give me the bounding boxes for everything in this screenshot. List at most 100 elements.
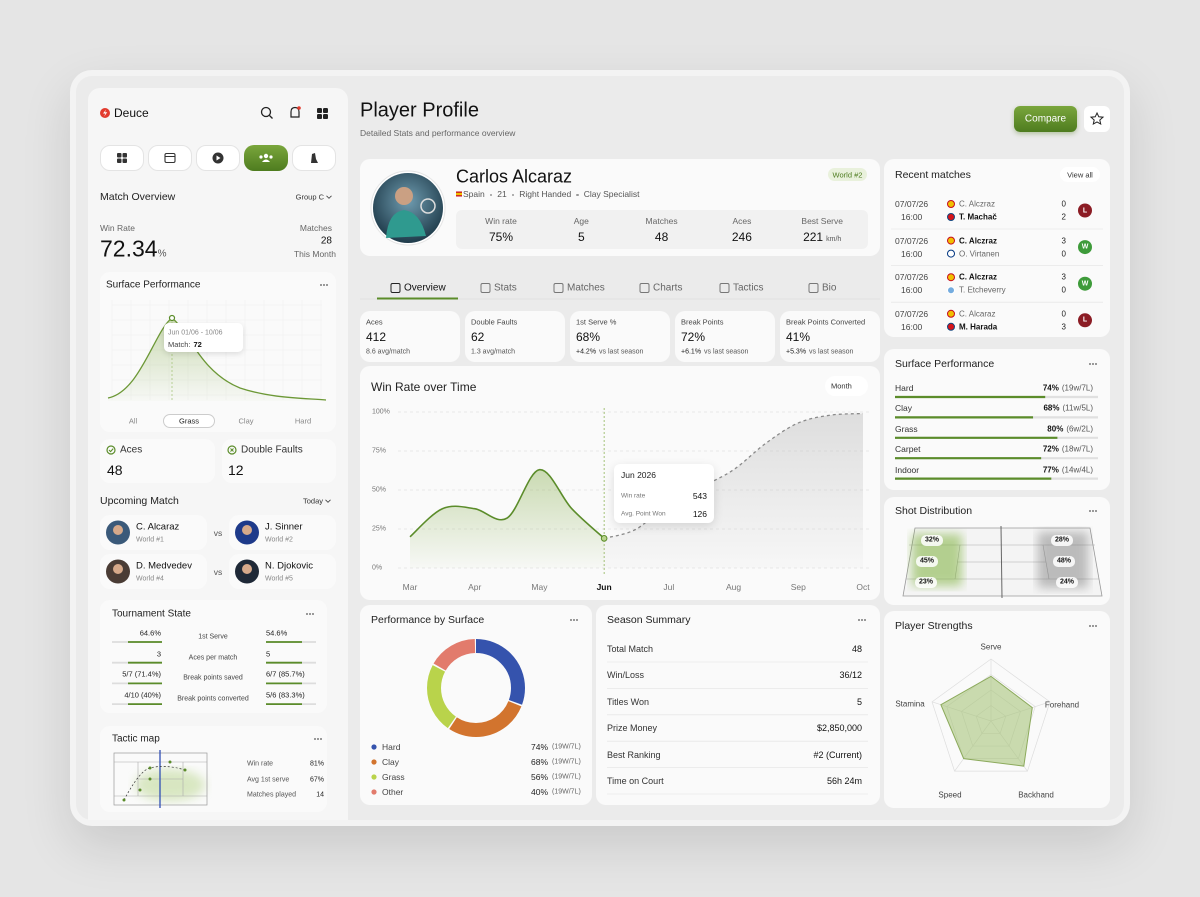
stat-label: Aces per match [188,654,238,662]
season-label: Time on Court [607,776,664,786]
tab-pill[interactable] [163,414,215,428]
tab[interactable]: Charts [653,282,683,294]
season-label: Titles Won [607,696,650,707]
surface-value: 68% [1043,403,1060,413]
radar-label: Forehand [1044,700,1080,710]
match-time: 16:00 [901,321,923,332]
player-meta: Spain 21 Right Handed Clay Specialist [463,189,639,199]
tab[interactable]: Matches [567,282,605,294]
match-time: 16:00 [901,248,923,259]
nav-button[interactable] [292,145,336,171]
season-value: #2 (Current) [813,749,862,760]
radar-label: Serve [980,642,1002,652]
kpi-footer: +4.2% vs last season [576,349,643,356]
stat-label: Matches [645,216,678,226]
match-date: 07/07/26 [895,308,929,319]
radar-label: Backhand [1018,790,1054,800]
filter-button: Group C [295,192,324,202]
surface-stat: 68% (11w/5L) [1043,404,1093,413]
kpi-footer: +5.3% vs last season [786,349,853,356]
x-tick-label: Aug [726,582,742,592]
player-name: O. Virtanen [959,249,1000,259]
player-name: C. Alczraz [959,236,997,246]
player-rank: World #1 [136,536,164,544]
kpi-card [675,311,775,362]
rank-badge [828,168,867,181]
tooltip-value: 126 [692,509,707,519]
stat-right: 5 [266,649,271,659]
legend-label: Other [382,787,404,797]
section-title: Upcoming Match [100,495,179,507]
y-tick-label: 50% [372,486,387,494]
tab[interactable]: Tactics [733,282,764,294]
nav-button[interactable] [244,145,288,171]
season-value: 5 [856,696,862,707]
kpi-footer: +6.1% vs last season [681,349,748,356]
kpi-note: 1.3 avg/match [471,348,515,356]
nav-button[interactable] [100,145,144,171]
legend-value: 74% [530,742,548,752]
card-title: Season Summary [607,614,691,626]
player-name: C. Alczraz [959,272,997,282]
legend-label: Hard [382,742,401,752]
score: 0 [1061,199,1066,209]
surface-record: (14w/4L) [1061,465,1093,475]
surface-stat: 74% (19w/7L) [1043,384,1093,393]
stat-label: Win rate [485,216,517,226]
label: Matches played [247,791,297,799]
score: 0 [1061,285,1066,295]
period-filter[interactable] [825,376,868,396]
y-tick-label: 100% [372,408,390,416]
season-label: Win/Loss [607,670,645,681]
compare-button[interactable] [1014,106,1077,132]
card-title: Player Strengths [895,620,973,632]
player-card [100,554,207,589]
stat: 48 [655,230,668,244]
card-title: Performance by Surface [371,614,485,626]
section-title: Match Overview [100,191,176,203]
player-rank: World #5 [265,575,293,583]
kpi-delta: +5.3% [786,348,807,356]
x-tick-label: Apr [468,582,482,592]
nav-button[interactable] [148,145,192,171]
surface-card [100,272,336,432]
recent-card [884,159,1110,337]
kpi-label: Double Faults [471,317,518,327]
stat-right: 5/6 (83.3%) [266,690,305,700]
player-name: C. Alcaraz [136,521,180,533]
player-name: T. Machač [959,212,997,222]
tab[interactable]: Overview [404,282,446,294]
kpi-note: vs last season [599,348,644,356]
stat-value: 14 [316,791,324,799]
kpi-delta: +4.2% [576,348,597,356]
legend-value: 40% [530,787,548,797]
strengths-card [884,611,1110,808]
label: Aces [120,444,143,456]
stat-label: Break points saved [183,674,243,682]
player-name: J. Sinner [265,521,303,533]
view-all-button[interactable] [1060,167,1100,182]
player-name: N. Djokovic [265,560,314,572]
stat-value: 12 [228,462,244,478]
player-name: T. Etcheverry [959,285,1006,295]
tooltip-label: Win rate [621,492,646,500]
favorite-button[interactable] [1084,106,1110,132]
label: Avg 1st serve [247,776,290,783]
season-label: Best Ranking [607,749,661,760]
kpi-value: 412 [366,330,387,344]
tooltip-label: Avg. Point Won [621,510,666,518]
zone-label: 32% [924,536,940,544]
x-tick-label: May [531,582,548,592]
radar-label: Stamina [895,699,925,709]
nav-button[interactable] [196,145,240,171]
score: 2 [1061,212,1066,222]
score: 0 [1061,249,1066,259]
tab[interactable]: Stats [494,282,517,294]
kpi-card [570,311,670,362]
y-tick-label: 25% [372,525,387,533]
surface-record: (19w/7L) [1061,383,1093,393]
kpi-footer: 8.6 avg/match [366,349,410,356]
stat-right: 54.6% [266,628,288,638]
double-faults-card [222,439,336,483]
tab[interactable]: Bio [822,282,837,294]
